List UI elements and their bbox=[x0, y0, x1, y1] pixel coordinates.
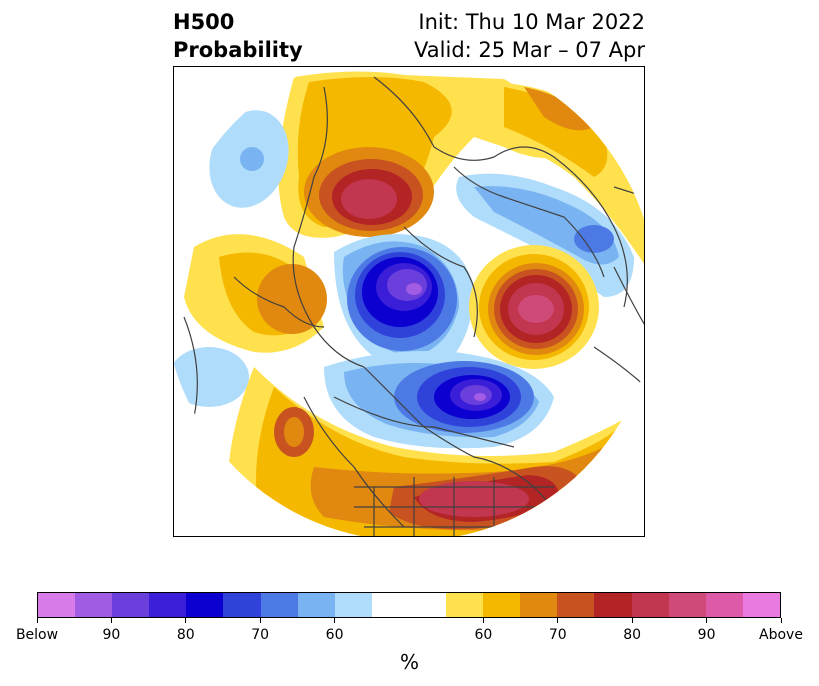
colorbar-tick bbox=[110, 618, 112, 623]
colorbar-swatch bbox=[223, 593, 261, 617]
title-variable: H500 bbox=[173, 10, 235, 34]
colorbar-tick bbox=[334, 618, 336, 623]
colorbar-tick bbox=[780, 618, 782, 623]
colorbar-tick bbox=[706, 618, 708, 623]
colorbar-unit-label: % bbox=[399, 650, 419, 674]
colorbar-tick-label: 80 bbox=[623, 627, 642, 643]
colorbar-swatch bbox=[520, 593, 558, 617]
colorbar-tick-label: 60 bbox=[474, 627, 493, 643]
title-valid-range: Valid: 25 Mar – 07 Apr bbox=[414, 38, 645, 62]
colorbar-swatch bbox=[594, 593, 632, 617]
colorbar-swatch bbox=[371, 593, 447, 617]
below-anomaly-canada bbox=[324, 351, 554, 449]
colorbar-swatch bbox=[186, 593, 224, 617]
colorbar-swatch bbox=[260, 593, 298, 617]
colorbar-tick-label: 70 bbox=[548, 627, 567, 643]
map-svg bbox=[174, 71, 644, 536]
chart-title-right: Init: Thu 10 Mar 2022 Valid: 25 Mar – 07… bbox=[414, 8, 645, 64]
colorbar-swatch bbox=[631, 593, 669, 617]
colorbar-tick-label: 70 bbox=[251, 627, 270, 643]
colorbar-swatch bbox=[149, 593, 187, 617]
above-anomaly-east-asia bbox=[469, 245, 599, 369]
title-init-date: Init: Thu 10 Mar 2022 bbox=[418, 10, 645, 34]
colorbar-swatch bbox=[557, 593, 595, 617]
colorbar-tick bbox=[482, 618, 484, 623]
colorbar-swatch bbox=[334, 593, 372, 617]
colorbar-tick bbox=[259, 618, 261, 623]
colorbar-tick-label: 90 bbox=[697, 627, 716, 643]
colorbar-tick-label: Below bbox=[15, 627, 59, 643]
colorbar-tick bbox=[185, 618, 187, 623]
below-anomaly-pacific bbox=[174, 110, 289, 407]
colorbar-swatch bbox=[742, 593, 780, 617]
colorbar-tick-label: Above bbox=[759, 627, 803, 643]
below-anomaly-asia bbox=[456, 173, 634, 297]
colorbar-tick bbox=[631, 618, 633, 623]
colorbar-swatch bbox=[112, 593, 150, 617]
colorbar-swatch bbox=[297, 593, 335, 617]
colorbar-swatch bbox=[705, 593, 743, 617]
title-product: Probability bbox=[173, 38, 303, 62]
colorbar-tick bbox=[36, 618, 38, 623]
colorbar-tick-label: 80 bbox=[176, 627, 195, 643]
colorbar-tick-label: 90 bbox=[102, 627, 121, 643]
colorbar-ticks: Below 90 80 70 60 60 70 80 90 Above bbox=[16, 618, 803, 643]
probability-colorbar bbox=[37, 592, 781, 618]
chart-title-left: H500 Probability bbox=[173, 8, 303, 64]
colorbar-swatch bbox=[668, 593, 706, 617]
probability-map bbox=[173, 66, 645, 537]
colorbar-swatch bbox=[483, 593, 521, 617]
colorbar-tick-label: 60 bbox=[325, 627, 344, 643]
colorbar-swatch bbox=[75, 593, 113, 617]
colorbar-swatch bbox=[446, 593, 484, 617]
colorbar-swatch bbox=[38, 593, 76, 617]
colorbar-tick bbox=[557, 618, 559, 623]
below-anomaly-arctic bbox=[334, 234, 474, 371]
